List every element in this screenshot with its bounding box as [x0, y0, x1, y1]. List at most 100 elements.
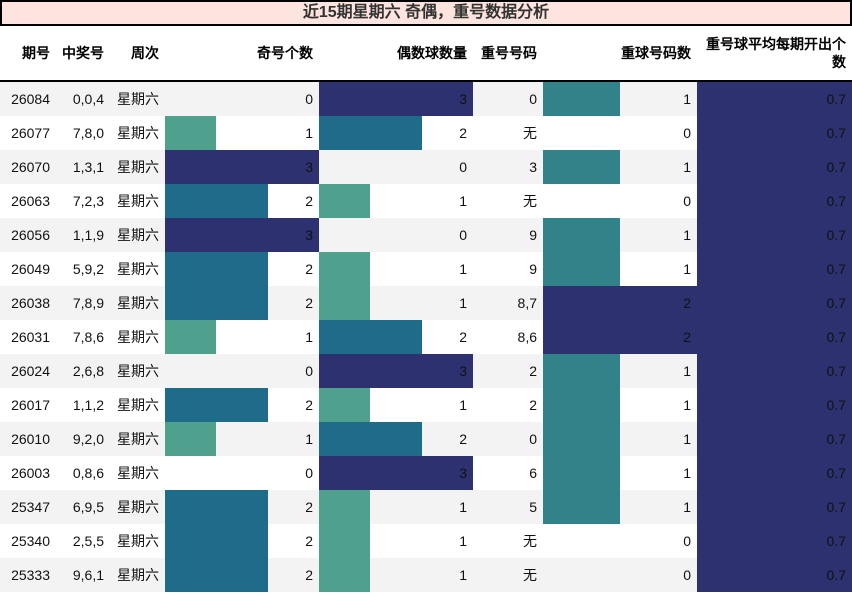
cell-winning-number: 1,1,2 [56, 388, 110, 422]
table-title: 近15期星期六 奇偶，重号数据分析 [0, 0, 852, 26]
cell-odd-count: 2 [165, 388, 319, 422]
cell-weekday-value: 星期六 [117, 295, 159, 311]
cell-avg-repeat-value: 0.7 [826, 295, 846, 311]
cell-odd-count: 2 [165, 286, 319, 320]
cell-even-count-value: 1 [459, 533, 467, 549]
cell-odd-count: 2 [165, 184, 319, 218]
cell-odd-count-value: 0 [305, 91, 313, 107]
header-repeat-count: 重球号码数 [621, 45, 691, 61]
cell-even-count: 0 [319, 150, 473, 184]
cell-avg-repeat: 0.7 [697, 354, 852, 388]
cell-odd-count-value: 2 [305, 193, 313, 209]
cell-odd-count-bar [165, 286, 268, 320]
cell-odd-count-value: 2 [305, 499, 313, 515]
table-row: 26063 7,2,3 星期六 2 1 无 0 0.7 [0, 184, 852, 218]
cell-avg-repeat-value: 0.7 [826, 261, 846, 277]
cell-repeat-count-bar [543, 82, 620, 116]
cell-avg-repeat-bar [697, 286, 852, 320]
cell-repeat-count: 2 [543, 320, 697, 354]
cell-issue: 26038 [0, 286, 56, 320]
cell-repeat-count-bar [543, 456, 620, 490]
cell-issue: 26070 [0, 150, 56, 184]
cell-winning-number-value: 7,8,9 [72, 295, 104, 311]
cell-weekday: 星期六 [110, 524, 165, 558]
cell-weekday: 星期六 [110, 354, 165, 388]
cell-repeat-numbers: 8,6 [473, 320, 543, 354]
cell-avg-repeat-value: 0.7 [826, 363, 846, 379]
cell-repeat-numbers-value: 8,7 [517, 295, 537, 311]
cell-repeat-numbers: 无 [473, 524, 543, 558]
cell-winning-number: 9,2,0 [56, 422, 110, 456]
cell-avg-repeat-value: 0.7 [826, 125, 846, 141]
cell-even-count: 0 [319, 218, 473, 252]
cell-repeat-numbers: 2 [473, 354, 543, 388]
cell-issue-value: 26003 [11, 465, 50, 481]
cell-odd-count-bar [165, 218, 319, 252]
cell-avg-repeat-bar [697, 490, 852, 524]
cell-avg-repeat: 0.7 [697, 320, 852, 354]
cell-winning-number: 7,2,3 [56, 184, 110, 218]
cell-repeat-count-value: 1 [683, 91, 691, 107]
table-row: 26077 7,8,0 星期六 1 2 无 0 0.7 [0, 116, 852, 150]
cell-even-count-value: 1 [459, 261, 467, 277]
cell-repeat-count-bar [543, 490, 620, 524]
cell-odd-count: 2 [165, 524, 319, 558]
cell-odd-count-bar [165, 490, 268, 524]
cell-even-count-bar [319, 354, 473, 388]
cell-weekday-value: 星期六 [117, 363, 159, 379]
cell-even-count-value: 2 [459, 431, 467, 447]
cell-repeat-count-value: 1 [683, 363, 691, 379]
cell-issue: 26024 [0, 354, 56, 388]
cell-odd-count-bar [165, 184, 268, 218]
cell-even-count: 3 [319, 456, 473, 490]
cell-repeat-numbers-value: 无 [523, 533, 537, 549]
cell-winning-number-value: 9,2,0 [72, 431, 104, 447]
cell-even-count-value: 0 [459, 227, 467, 243]
cell-even-count-value: 1 [459, 397, 467, 413]
cell-weekday-value: 星期六 [117, 533, 159, 549]
cell-odd-count-bar [165, 320, 216, 354]
cell-repeat-numbers: 0 [473, 82, 543, 116]
cell-repeat-numbers-value: 无 [523, 567, 537, 583]
cell-odd-count-value: 3 [305, 227, 313, 243]
cell-weekday: 星期六 [110, 150, 165, 184]
cell-winning-number-value: 2,6,8 [72, 363, 104, 379]
cell-even-count-value: 2 [459, 329, 467, 345]
cell-issue: 26049 [0, 252, 56, 286]
cell-weekday-value: 星期六 [117, 125, 159, 141]
cell-odd-count: 2 [165, 252, 319, 286]
cell-avg-repeat-bar [697, 354, 852, 388]
cell-avg-repeat-value: 0.7 [826, 329, 846, 345]
header-weekday: 周次 [131, 45, 159, 61]
cell-issue-value: 25340 [11, 533, 50, 549]
cell-avg-repeat-bar [697, 558, 852, 592]
cell-repeat-count: 1 [543, 150, 697, 184]
cell-repeat-count-value: 1 [683, 159, 691, 175]
table-row: 25347 6,9,5 星期六 2 1 5 1 0.7 [0, 490, 852, 524]
cell-avg-repeat: 0.7 [697, 82, 852, 116]
cell-repeat-count-value: 1 [683, 397, 691, 413]
cell-weekday-value: 星期六 [117, 397, 159, 413]
cell-repeat-count-bar [543, 218, 620, 252]
cell-repeat-numbers-value: 无 [523, 125, 537, 141]
cell-issue-value: 26024 [11, 363, 50, 379]
cell-even-count: 1 [319, 388, 473, 422]
cell-even-count-bar [319, 558, 370, 592]
cell-odd-count-value: 0 [305, 465, 313, 481]
cell-avg-repeat-bar [697, 422, 852, 456]
table-row: 26024 2,6,8 星期六 0 3 2 1 0.7 [0, 354, 852, 388]
cell-winning-number-value: 0,0,4 [72, 91, 104, 107]
cell-issue: 26063 [0, 184, 56, 218]
cell-repeat-numbers-value: 8,6 [517, 329, 537, 345]
cell-repeat-numbers: 无 [473, 116, 543, 150]
table-row: 25340 2,5,5 星期六 2 1 无 0 0.7 [0, 524, 852, 558]
cell-winning-number-value: 1,1,2 [72, 397, 104, 413]
cell-even-count-bar [319, 490, 370, 524]
cell-avg-repeat-value: 0.7 [826, 567, 846, 583]
cell-issue: 26056 [0, 218, 56, 252]
cell-winning-number: 7,8,9 [56, 286, 110, 320]
cell-avg-repeat-bar [697, 320, 852, 354]
cell-issue: 26031 [0, 320, 56, 354]
cell-odd-count: 2 [165, 490, 319, 524]
cell-repeat-numbers: 6 [473, 456, 543, 490]
